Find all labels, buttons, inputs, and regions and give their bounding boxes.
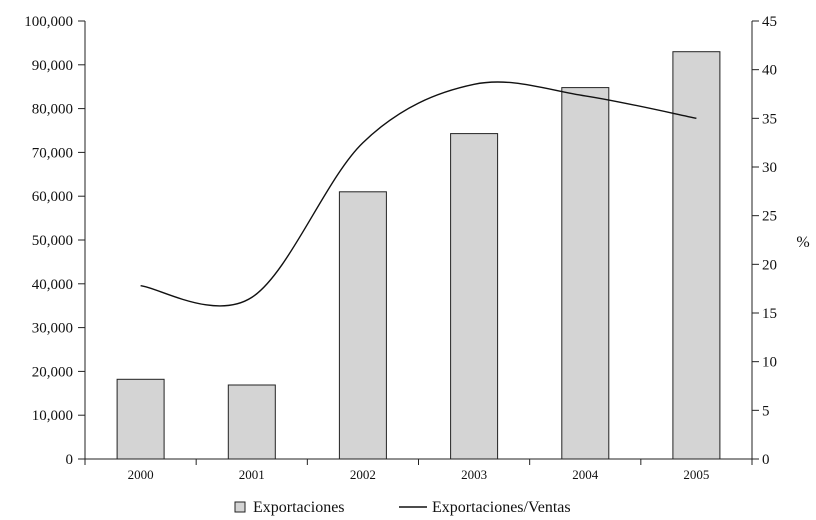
- x-tick-label-2003: 2003: [461, 467, 487, 482]
- y-left-tick-label: 80,000: [32, 102, 73, 118]
- legend-label-exportaciones-ventas: Exportaciones/Ventas: [432, 499, 571, 516]
- bar-2000: [116, 378, 165, 460]
- y-left-tick-label: 40,000: [32, 277, 73, 293]
- y-right-tick-label: 35: [762, 111, 777, 127]
- y-left-tick-label: 30,000: [32, 321, 73, 337]
- y-left-tick-label: 90,000: [32, 58, 73, 74]
- y-left-tick-label: 0: [66, 452, 74, 468]
- y-right-tick-label: 5: [762, 403, 770, 419]
- y-right-tick-label: 45: [762, 14, 777, 30]
- bar-2004: [561, 87, 610, 460]
- y-right-tick-label: 40: [762, 63, 777, 79]
- y-right-tick-label: 0: [762, 452, 770, 468]
- x-tick-label-2005: 2005: [683, 467, 709, 482]
- y-right-tick-label: 20: [762, 257, 777, 273]
- legend-swatch-exportaciones: [234, 501, 246, 513]
- y-left-tick-label: 100,000: [24, 14, 73, 30]
- y-left-tick-label: 10,000: [32, 408, 73, 424]
- y-right-tick-label: 25: [762, 209, 777, 225]
- y-left-tick-label: 60,000: [32, 189, 73, 205]
- y-left-tick-label: 70,000: [32, 145, 73, 161]
- y-right-tick-label: 15: [762, 306, 777, 322]
- y-left-tick-label: 50,000: [32, 233, 73, 249]
- y-right-tick-label: 30: [762, 160, 777, 176]
- bar-2003: [450, 133, 499, 460]
- x-tick-label-2001: 2001: [239, 467, 265, 482]
- line-series-exportaciones-ventas: [140, 81, 697, 307]
- bar-2005: [672, 51, 721, 460]
- x-tick-label-2002: 2002: [350, 467, 376, 482]
- x-tick-label-2004: 2004: [572, 467, 599, 482]
- bar-2001: [227, 384, 276, 460]
- y-right-tick-label: 10: [762, 355, 777, 371]
- bar-2002: [338, 191, 387, 460]
- x-tick-label-2000: 2000: [128, 467, 154, 482]
- legend-label-exportaciones: Exportaciones: [253, 499, 345, 516]
- y-left-tick-label: 20,000: [32, 364, 73, 380]
- y-right-axis-label: %: [796, 234, 809, 251]
